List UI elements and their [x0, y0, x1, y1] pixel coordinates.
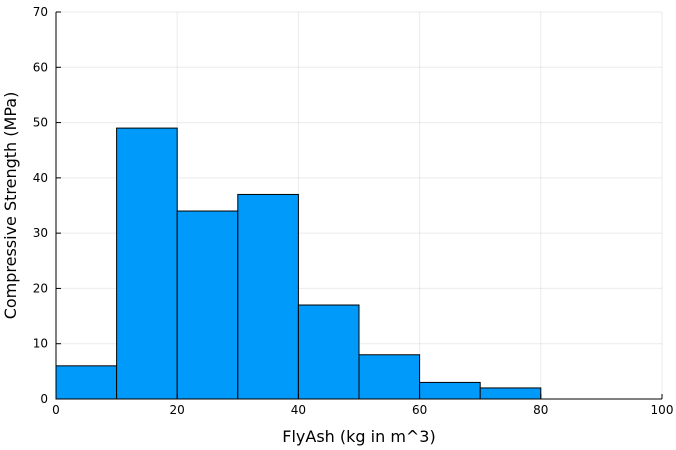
histogram-bar: [237, 193, 299, 400]
x-ticks: 0 20 40 60 80 100: [52, 394, 673, 417]
x-tick-label: 20: [170, 403, 185, 417]
x-tick-label: 100: [651, 403, 674, 417]
histogram-bar: [297, 304, 360, 400]
histogram-bar: [176, 210, 239, 400]
y-tick-label: 60: [33, 60, 48, 74]
y-tick-label: 10: [33, 337, 48, 351]
histogram-bar: [419, 381, 481, 400]
y-tick-label: 0: [40, 392, 48, 406]
y-axis-label: Compressive Strength (MPa): [1, 92, 20, 320]
histogram-bar: [479, 387, 542, 400]
x-tick-label: 40: [291, 403, 306, 417]
y-tick-label: 40: [33, 171, 48, 185]
x-tick-label: 60: [412, 403, 427, 417]
y-tick-label: 50: [33, 116, 48, 130]
y-tick-label: 30: [33, 226, 48, 240]
histogram-bar: [55, 365, 118, 400]
x-tick-label: 80: [533, 403, 548, 417]
histogram-bar: [358, 354, 421, 400]
x-axis-label: FlyAsh (kg in m^3): [282, 427, 435, 446]
x-tick-label: 0: [52, 403, 60, 417]
y-tick-label: 20: [33, 281, 48, 295]
histogram-bar: [116, 127, 178, 400]
y-ticks: 0 10 20 30 40 50 60 70: [33, 5, 61, 406]
y-tick-label: 70: [33, 5, 48, 19]
bars: [55, 127, 542, 400]
axes: [55, 12, 662, 400]
